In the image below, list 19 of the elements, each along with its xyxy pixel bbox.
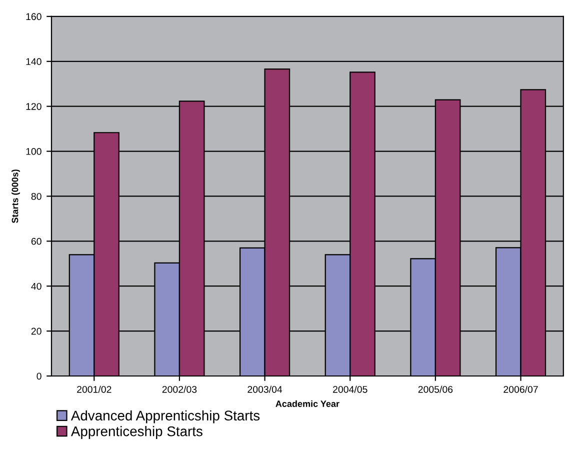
x-tick-label: 2004/05 — [333, 386, 368, 393]
x-tick-label: 2003/04 — [248, 386, 282, 393]
y-tick-label: 0 — [36, 372, 42, 380]
x-axis-title: Academic Year — [276, 400, 340, 407]
y-tick-label: 160 — [26, 13, 42, 20]
y-tick-label: 40 — [31, 282, 42, 290]
legend-label: Advanced Apprenticship Starts — [70, 410, 260, 424]
y-tick-label: 20 — [31, 328, 42, 335]
y-axis-title: Starts (000s) — [12, 170, 20, 224]
x-tick-label: 2001/02 — [77, 386, 112, 393]
y-tick-label: 60 — [31, 238, 42, 245]
legend-label: Apprenticeship Starts — [70, 426, 202, 439]
y-tick-label: 80 — [31, 192, 42, 200]
y-tick-label: 100 — [26, 148, 42, 155]
x-tick-label: 2002/03 — [162, 386, 197, 393]
y-tick-label: 140 — [26, 58, 42, 66]
x-tick-label: 2006/07 — [504, 386, 538, 393]
x-tick-label: 2005/06 — [418, 386, 453, 393]
y-tick-label: 120 — [26, 103, 42, 110]
